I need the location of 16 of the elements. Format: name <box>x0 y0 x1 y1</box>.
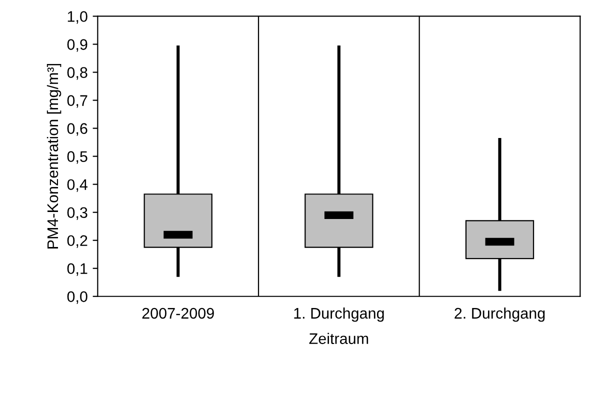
y-tick-label: 0,9 <box>67 39 88 52</box>
y-tick-label: 0,2 <box>67 235 88 248</box>
y-tick-label: 0,1 <box>67 263 88 276</box>
x-tick-label: 2007-2009 <box>142 308 214 319</box>
y-tick-label: 0,3 <box>67 207 88 220</box>
y-tick-label: 0,5 <box>67 151 88 164</box>
y-tick-label: 0,4 <box>67 179 88 192</box>
y-tick-label: 1,0 <box>68 11 88 24</box>
x-tick-label: 1. Durchgang <box>294 307 384 322</box>
y-tick-label: 0,8 <box>67 67 88 80</box>
y-tick-label: 0,6 <box>67 123 88 136</box>
y-axis-title: PM4-Konzentration [mg/m³] <box>46 64 62 248</box>
y-tick-label: 0,7 <box>67 95 88 108</box>
y-tick-label: 0,0 <box>67 291 88 304</box>
x-tick-label: 2. Durchgang <box>454 307 545 322</box>
x-axis-title: Zeitraum <box>309 332 368 344</box>
